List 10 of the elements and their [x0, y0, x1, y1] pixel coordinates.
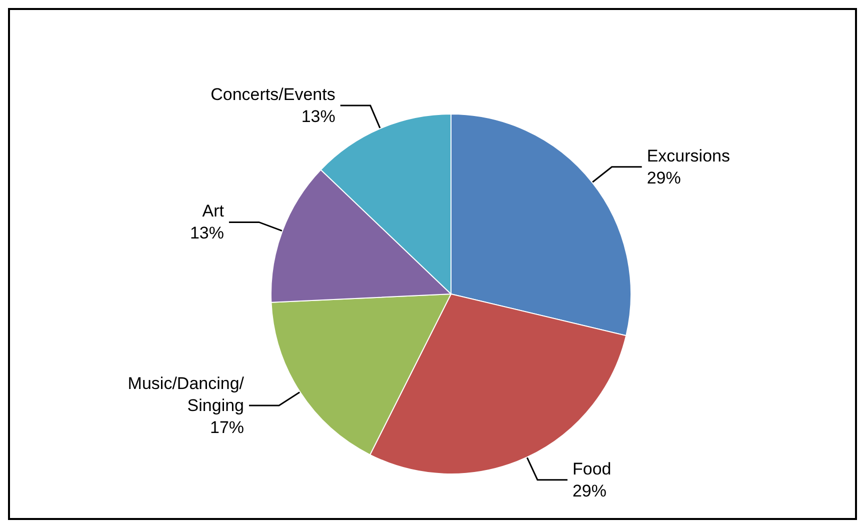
slice-label: Art: [202, 202, 224, 221]
slice-label: Music/Dancing/ Singing: [128, 374, 244, 416]
data-label: 17%: [210, 418, 244, 438]
slice-label: Excursions: [646, 146, 730, 166]
slice-label: Concerts/Events: [210, 85, 336, 104]
data-label: 29%: [646, 168, 681, 188]
data-label: 13%: [190, 224, 224, 243]
data-label: 13%: [301, 107, 336, 126]
slice-label: Food: [572, 459, 612, 478]
data-label: 29%: [572, 481, 607, 500]
